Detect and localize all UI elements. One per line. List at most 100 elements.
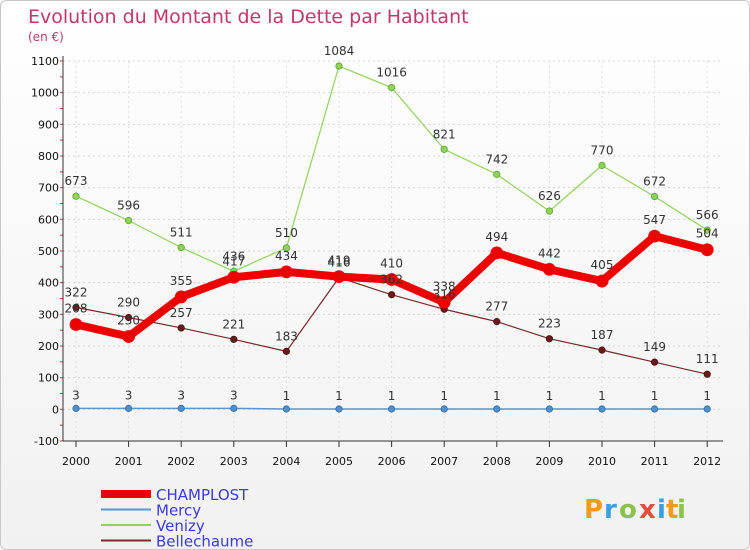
data-point-venizy [650,192,659,201]
data-point-venizy [598,161,606,170]
data-point-venizy [177,243,185,252]
data-label-champlost: 268 [65,301,88,315]
data-label-venizy: 626 [538,189,561,203]
data-point-mercy [598,405,606,413]
data-label-mercy: 3 [177,388,185,402]
data-label-venizy: 1016 [376,66,407,80]
data-point-venizy [335,62,343,70]
data-label-bellechaume: 111 [696,352,719,366]
x-tick-label: 2011 [641,455,669,468]
x-tick-label: 2008 [483,455,511,468]
data-point-mercy [177,404,185,412]
data-point-bellechaume [545,335,554,343]
data-point-mercy [493,405,501,413]
x-tick-label: 2010 [588,455,616,468]
y-tick-label: 800 [38,150,59,163]
data-point-mercy [282,405,290,413]
legend-label-mercy: Mercy [156,502,201,520]
data-point-bellechaume [703,370,711,378]
data-point-venizy [72,192,80,200]
data-point-mercy [650,405,659,413]
x-tick-label: 2002 [167,455,195,468]
data-label-bellechaume: 362 [380,273,403,287]
data-point-champlost [69,318,83,331]
data-point-champlost [174,290,188,304]
y-tick-label: 100 [38,372,59,385]
legend-label-venizy: Venizy [156,517,205,535]
data-point-mercy [125,404,133,412]
data-point-bellechaume [177,324,185,332]
x-tick-label: 2003 [220,455,248,468]
data-point-champlost [543,262,556,276]
data-label-venizy: 510 [275,226,298,240]
legend-label-bellechaume: Bellechaume [156,533,253,550]
legend-label-champlost: CHAMPLOST [156,486,249,504]
y-tick-label: 0 [52,403,59,416]
data-point-venizy [545,207,554,215]
data-label-mercy: 1 [440,389,448,403]
data-point-venizy [493,170,501,178]
series-group [69,62,714,413]
data-label-champlost: 410 [380,257,403,271]
data-label-venizy: 596 [117,199,140,213]
data-label-mercy: 1 [493,389,501,403]
data-label-venizy: 511 [170,226,193,240]
y-tick-label: 500 [38,245,59,258]
data-labels: 673 596 511 436 510 1084 1016 821 742 626 770 672 56… [65,44,719,403]
data-label-mercy: 1 [598,389,606,403]
data-point-champlost [385,273,399,286]
logo-letter: i [677,495,686,525]
data-label-mercy: 1 [283,389,291,403]
data-label-venizy: 436 [222,249,245,263]
data-label-bellechaume: 290 [117,296,140,310]
data-label-bellechaume: 149 [643,340,666,354]
y-tick-label: -100 [34,435,59,448]
logo-letter: i [657,495,666,525]
data-point-champlost [279,265,293,279]
data-point-champlost [332,270,346,284]
data-label-bellechaume: 316 [433,287,456,301]
data-point-champlost [648,229,661,243]
data-point-champlost [227,270,241,284]
data-label-bellechaume: 277 [485,300,508,314]
data-point-champlost [595,274,609,288]
x-tick-label: 2012 [693,455,721,468]
data-label-bellechaume: 257 [170,306,193,320]
data-label-mercy: 1 [703,389,711,403]
data-label-venizy: 566 [696,208,719,222]
data-label-bellechaume: 187 [591,328,614,342]
data-point-bellechaume [650,358,659,366]
data-point-bellechaume [72,303,80,311]
data-point-venizy [125,217,133,225]
axes: -100 0 100 200 300 400 500 600 700 800 900 1000 1100… [31,55,723,468]
y-tick-label: 400 [38,277,59,290]
data-label-venizy: 673 [65,174,88,188]
data-point-bellechaume [230,335,238,343]
data-label-champlost: 442 [538,246,561,260]
data-label-mercy: 3 [125,388,133,402]
data-label-champlost: 230 [117,314,140,328]
data-point-bellechaume [598,346,606,354]
data-label-champlost: 338 [433,279,456,293]
data-label-champlost: 494 [485,230,508,244]
chart-subtitle: (en €) [28,30,64,44]
data-point-mercy [72,404,80,412]
data-label-mercy: 3 [72,388,80,402]
logo-letter: r [604,495,617,525]
data-point-champlost [122,330,135,343]
data-label-champlost: 547 [643,213,666,227]
data-point-mercy [335,405,343,413]
y-tick-label: 1100 [31,55,59,68]
data-point-venizy [440,145,448,153]
data-point-mercy [703,405,711,413]
data-label-bellechaume: 223 [538,317,561,331]
x-tick-label: 2007 [430,455,458,468]
data-point-bellechaume [387,291,396,299]
data-label-venizy: 821 [433,127,456,141]
x-tick-label: 2000 [62,455,90,468]
data-label-champlost: 419 [328,254,351,268]
data-label-mercy: 3 [230,388,238,402]
